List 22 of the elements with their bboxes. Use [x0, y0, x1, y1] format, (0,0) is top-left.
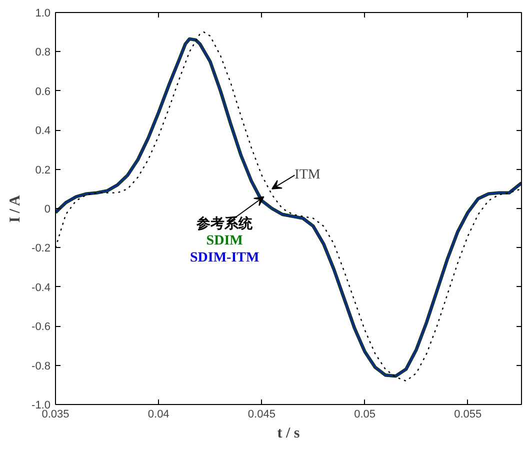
x-tick-label: 0.035: [42, 408, 70, 420]
y-tick-label: 0.8: [35, 46, 51, 59]
x-axis-title: t / s: [277, 426, 300, 442]
y-tick-label: -0.8: [32, 360, 51, 372]
y-tick-label: 0: [44, 204, 51, 216]
x-tick-label: 0.055: [454, 408, 482, 420]
y-axis-title: I / A: [8, 194, 24, 223]
x-tick-label: 0.045: [248, 408, 276, 420]
y-tick-label: 0.6: [35, 86, 51, 98]
series-label: ITM: [294, 168, 321, 183]
y-tick-label: -0.2: [32, 242, 51, 255]
y-tick-label: 0.2: [35, 164, 51, 176]
y-tick-label: -0.4: [32, 282, 51, 294]
x-tick-label: 0.05: [354, 408, 376, 420]
y-tick-label: -0.6: [32, 321, 51, 334]
text: SDIM-ITM: [190, 250, 260, 266]
y-tick-label: -1.0: [32, 400, 51, 412]
legend-label: 参考系统: [196, 215, 254, 232]
y-tick-label: 0.4: [35, 125, 51, 138]
x-tick-label: 0.04: [148, 408, 170, 420]
y-tick-label: 1.0: [35, 8, 51, 20]
text: SDIM: [206, 234, 243, 249]
